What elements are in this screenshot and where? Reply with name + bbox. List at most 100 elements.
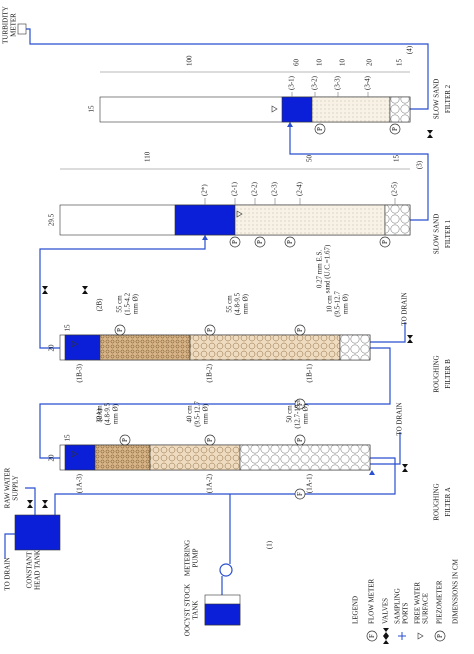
piezometer [294, 324, 306, 336]
tank-drain [4, 533, 15, 559]
media-label: 30 cm [96, 405, 104, 423]
sampling-port: (3-3) [334, 75, 342, 90]
line-port: (2A) [96, 408, 104, 422]
media-label: (9.5-12.7 [194, 401, 202, 427]
dimension: 15 [64, 324, 72, 332]
piezometer [389, 123, 401, 135]
filter-media [234, 204, 386, 236]
filter-name: ROUGHING [433, 483, 441, 520]
raw-water-label: RAW WATER [4, 467, 12, 508]
sampling-port: (3-4) [364, 75, 372, 90]
feed-pipe [54, 457, 396, 515]
drain-a [370, 432, 401, 465]
piezometer-symbol: P [316, 127, 324, 131]
filter-media [174, 204, 236, 236]
legend-item: VALVES [382, 598, 390, 624]
media-label: mm Ø) [202, 403, 210, 424]
piezometer [379, 236, 391, 248]
filter-media [281, 96, 313, 123]
pump-pipe [221, 494, 231, 595]
arrow [202, 235, 208, 240]
sampling-port: (1B-2) [206, 363, 214, 382]
filter-name: FILTER 2 [444, 84, 452, 113]
metering-pump [219, 563, 233, 577]
sampling-port: (1A-1) [306, 473, 314, 493]
valve [383, 628, 389, 636]
drain-label: TO DRAIN [4, 557, 12, 590]
valve [42, 500, 48, 508]
valve [402, 464, 408, 472]
dimension: 20 [48, 344, 56, 352]
free-water-surface [236, 210, 243, 218]
piezometer [114, 324, 126, 336]
legend-item: PORTS [402, 603, 410, 624]
piezometer [119, 434, 131, 446]
dimension: 100 [186, 55, 194, 66]
sampling-port: (3-2) [311, 75, 319, 90]
sampling-port: (1A-3) [76, 473, 84, 493]
dimension: 15 [393, 155, 401, 163]
media-label: mm Ø) [242, 293, 250, 314]
sampling-port: (2-1) [231, 181, 239, 196]
filter-media [64, 334, 101, 361]
dimension: 20 [48, 454, 56, 462]
free-water-surface [71, 340, 78, 348]
valve [383, 636, 389, 644]
piezometer [314, 123, 326, 135]
piezometer [284, 236, 296, 248]
piezometer [204, 434, 216, 446]
legend-item: FREE WATER [414, 582, 422, 624]
legend-piezometer-symbol: P [436, 634, 444, 638]
dimension: 10 [339, 59, 347, 67]
media-label: mm Ø) [342, 293, 350, 314]
piezometer [229, 236, 241, 248]
piezometer-symbol: P [116, 328, 124, 332]
dimension: 60 [293, 59, 301, 67]
piezometer-symbol: P [256, 240, 264, 244]
sampling-port: (2-2) [251, 181, 259, 196]
filter-name: SLOW SAND [433, 214, 441, 255]
pipe-2-meter [24, 28, 429, 110]
media-label: 55 cm [116, 295, 124, 313]
dimension: 20 [366, 59, 374, 67]
free-water-surface [417, 632, 424, 640]
drain-b [370, 322, 406, 343]
filter-name: FILTER 1 [444, 219, 452, 248]
arrow [287, 122, 293, 127]
media-label: (9.5-12.7 [334, 291, 342, 317]
sampling-port: (2*) [201, 184, 209, 196]
turbidity-meter [17, 23, 27, 35]
flow-meter [294, 398, 306, 410]
oocyst-water [204, 603, 241, 626]
filter-media [311, 96, 391, 123]
flow-meter-symbol: F [296, 402, 304, 406]
pipe-a-b [39, 347, 391, 459]
piezometer-symbol: P [381, 240, 389, 244]
valve [427, 130, 433, 138]
valve [27, 500, 33, 508]
tank-label: CONSTANT [26, 551, 34, 588]
oocyst-label: OOCYST STOCK [184, 584, 192, 636]
legend-item: DIMENSIONS IN CM [452, 558, 460, 624]
line-port: (3) [416, 160, 424, 169]
piezometer-symbol: P [296, 328, 304, 332]
valve [82, 286, 88, 294]
sampling-port: (2-3) [271, 181, 279, 196]
legend-item: SURFACE [422, 593, 430, 624]
piezometer-symbol: P [286, 240, 294, 244]
dimension: 29.5 [48, 213, 56, 226]
media-label: (12.7-19.1 [294, 399, 302, 429]
filter-media [64, 444, 96, 471]
media-label: mm Ø) [132, 293, 140, 314]
sampling-port: (2-5) [391, 181, 399, 196]
free-water-surface [271, 105, 278, 113]
media-label: mm Ø) [112, 403, 120, 424]
media-label: mm Ø) [302, 403, 310, 424]
filter-name: FILTER B [444, 359, 452, 389]
line-port: (1) [266, 540, 274, 549]
piezometer-symbol: P [121, 438, 129, 442]
legend-item: SAMPLING [394, 588, 402, 624]
free-water-surface [71, 450, 78, 458]
dimension: 15 [396, 59, 404, 67]
pipe-b-1 [39, 235, 206, 349]
